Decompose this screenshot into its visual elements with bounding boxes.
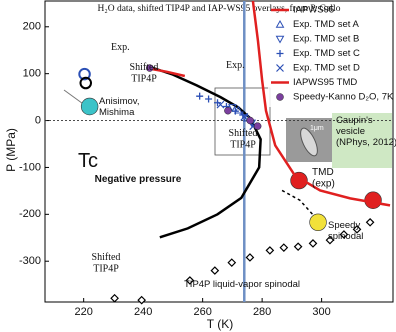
y-tick-label: -300: [19, 255, 41, 267]
annotation: TMD (exp): [312, 167, 335, 190]
vesicle-note-box: [332, 113, 392, 168]
point: [137, 295, 147, 305]
annotation-line: Negative pressure: [95, 174, 182, 185]
point: [231, 107, 239, 115]
point: [80, 97, 99, 116]
point: [352, 224, 362, 234]
point: [214, 99, 222, 107]
point: [279, 243, 289, 252]
legend-label: Exp. TMD set D: [293, 63, 360, 74]
chart-title: H₂O data, shifted TIP4P and IAP-WS95 ove…: [98, 3, 341, 14]
point: [308, 239, 318, 248]
annotation: Tc: [78, 150, 98, 172]
legend-symbol: [275, 35, 285, 44]
y-tick-label: -100: [19, 161, 41, 173]
x-axis-label: T (K): [207, 317, 233, 331]
annotation: 1μm: [310, 125, 324, 132]
series-line: [148, 67, 186, 78]
annotation: Shifted TIP4P: [229, 128, 258, 151]
point: [205, 95, 213, 103]
annotation-line: (NPhys,: [336, 136, 370, 147]
point: [79, 76, 92, 90]
y-tick-label: 200: [23, 21, 41, 33]
point: [145, 64, 154, 72]
annotation: Anisimov, Mishima: [99, 96, 139, 118]
annotation-line: vesicle: [336, 125, 365, 136]
point: [293, 242, 303, 252]
annotation-line: TIP4P: [93, 264, 119, 275]
point: [365, 217, 375, 227]
legend-label: IAPWS95: [293, 5, 334, 16]
legend-label: IAPWS95 TMD: [293, 77, 357, 88]
y-tick-label: 100: [23, 68, 41, 80]
annotation-line: Speedy: [328, 220, 360, 231]
annotation-line: 2012): [373, 136, 396, 147]
legend-label: Exp. TMD set A: [293, 19, 359, 30]
point: [265, 246, 275, 255]
series-line: [251, 0, 391, 207]
annotation-line: Tc: [78, 150, 98, 172]
annotation: Shifted TIP4P: [130, 62, 159, 85]
annotation-line: Shifted: [229, 128, 258, 139]
point: [110, 293, 119, 303]
point: [253, 122, 262, 130]
point: [216, 100, 225, 109]
x-tick-label: 280: [253, 306, 271, 318]
annotation-line: Shifted: [130, 62, 159, 73]
legend-label: Speedy-Kanno D₂O, 7K: [293, 92, 394, 103]
x-tick-label: 240: [134, 306, 152, 318]
legend-symbol: [275, 19, 285, 28]
annotation-line: TIP4P: [131, 74, 157, 85]
y-tick-label: 0: [35, 114, 41, 126]
legend-label: Exp. TMD set C: [293, 48, 360, 59]
annotation-line: TMD: [312, 167, 334, 178]
y-tick-label: -200: [19, 208, 41, 220]
point: [224, 106, 232, 115]
annotation-line: Mishima: [99, 106, 135, 117]
point: [196, 92, 204, 100]
point: [240, 112, 249, 121]
annotation: Exp.: [226, 60, 245, 71]
series-line: [281, 189, 317, 219]
annotation-line: TIP4P liquid-vapor spinodal: [184, 279, 300, 290]
point: [185, 276, 195, 285]
point: [246, 116, 254, 125]
legend-symbol: [276, 50, 284, 57]
annotation: Exp.: [111, 42, 130, 53]
annotation-line: (exp): [312, 178, 335, 189]
annotation-line: Shifted: [92, 252, 121, 263]
point: [309, 213, 327, 231]
annotation: Caupin's vesicle (NPhys, 2012): [336, 115, 396, 148]
point: [210, 266, 220, 275]
legend-box: [268, 3, 392, 107]
legend-label: Exp. TMD set B: [293, 34, 359, 45]
x-tick-label: 300: [312, 306, 330, 318]
annotation: Negative pressure: [95, 174, 182, 185]
annotation-line: Exp.: [111, 42, 130, 53]
point: [325, 235, 335, 245]
legend-symbol: [276, 64, 284, 72]
annotation: Shifted TIP4P: [92, 252, 121, 275]
point: [233, 105, 243, 114]
annotation-line: Anisimov,: [99, 96, 139, 107]
annotation-line: spinodal: [328, 230, 363, 241]
point: [227, 258, 237, 267]
x-tick-label: 260: [193, 306, 211, 318]
vesicle: [300, 127, 318, 157]
annotation: Speedy spinodal: [328, 220, 363, 242]
annotation-line: Caupin's: [336, 115, 373, 126]
plot-frame: [44, 0, 394, 303]
point: [78, 67, 91, 81]
legend-symbol: [276, 93, 284, 101]
point: [245, 253, 255, 262]
annotation-line: 1μm: [310, 125, 324, 132]
x-tick-label: 220: [74, 306, 92, 318]
annotation-line: TIP4P: [230, 140, 256, 151]
y-axis-label: P (MPa): [4, 128, 18, 172]
annotation: TIP4P liquid-vapor spinodal: [184, 279, 300, 290]
point: [228, 104, 237, 112]
annotation-line: Exp.: [226, 60, 245, 71]
point: [339, 230, 349, 239]
